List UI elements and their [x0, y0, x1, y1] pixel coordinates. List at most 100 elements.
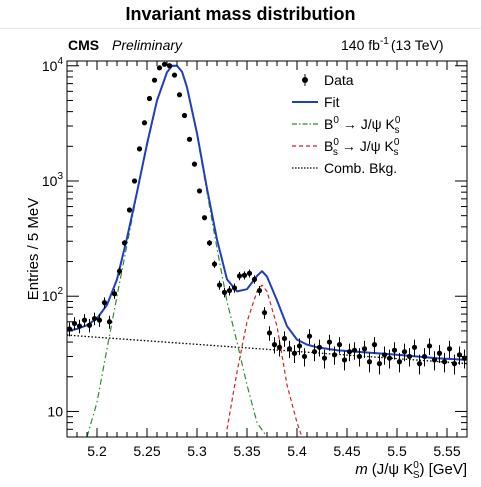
legend-label: Fit: [324, 94, 340, 110]
data-point: [301, 353, 308, 360]
data-point: [401, 349, 408, 355]
x-tick-label: 5.5: [387, 443, 407, 459]
x-tick-label: 5.45: [333, 443, 360, 459]
data-point: [67, 326, 73, 332]
data-point: [181, 112, 188, 119]
data-point: [196, 188, 203, 194]
data-point: [376, 361, 383, 367]
data-point: [426, 343, 433, 349]
data-point: [256, 287, 263, 294]
data-point: [116, 268, 123, 274]
data-point: [121, 240, 128, 246]
plot-frame: [66, 60, 468, 438]
data-point: [166, 63, 173, 69]
data-point: [176, 92, 183, 98]
data-point: [431, 357, 438, 363]
data-point: [361, 346, 368, 352]
data-point: [281, 335, 288, 342]
data-point: [81, 317, 88, 323]
data-point: [96, 317, 103, 323]
data-point: [151, 77, 158, 83]
data-point: [396, 359, 403, 365]
data-point: [331, 352, 338, 358]
data-point: [306, 333, 313, 339]
y-tick-label: 104: [42, 56, 64, 74]
luminosity-label: 140 fb-1 (13 TeV): [341, 36, 444, 53]
data-point: [106, 319, 113, 325]
data-point: [211, 261, 218, 267]
y-tick-label: 102: [42, 286, 64, 304]
data-point: [241, 272, 248, 278]
data-point: [436, 350, 443, 356]
data-point: [311, 349, 318, 355]
data-point: [381, 352, 388, 358]
data-point: [76, 323, 83, 329]
data-point: [316, 344, 323, 350]
data-point: [326, 339, 333, 345]
data-point: [456, 352, 463, 358]
data-point: [366, 359, 373, 365]
data-point: [156, 65, 163, 71]
data-point: [321, 355, 328, 361]
x-tick-label: 5.25: [133, 443, 160, 459]
data-point: [291, 350, 298, 356]
data-point: [146, 95, 153, 102]
comb-bkg-curve: [67, 334, 467, 365]
experiment-label: CMS: [68, 37, 99, 53]
legend-label: B0 → J/ψ K0 s: [324, 115, 401, 136]
data-point: [136, 146, 143, 152]
data-point: [336, 342, 343, 348]
data-point: [131, 178, 138, 184]
data-point: [226, 287, 233, 294]
data-point: [251, 276, 258, 282]
data-point: [236, 273, 243, 279]
x-tick-label: 5.35: [233, 443, 260, 459]
data-point: [71, 320, 78, 327]
data-point: [266, 330, 273, 336]
y-axis-label: Entries / 5 MeV: [25, 198, 42, 301]
y-tick-label: 103: [42, 171, 64, 189]
x-tick-label: 5.4: [287, 443, 307, 459]
data-point: [231, 285, 238, 291]
y-tick-label: 10: [47, 403, 63, 419]
data-point: [186, 136, 193, 142]
data-point: [91, 315, 98, 322]
data-point: [346, 349, 353, 355]
data-point: [161, 61, 168, 67]
data-point: [441, 359, 448, 365]
data-point: [451, 361, 458, 367]
data-point: [391, 347, 398, 353]
page-title: Invariant mass distribution: [125, 4, 356, 24]
status-label: Preliminary: [112, 37, 183, 53]
data-point: [276, 344, 283, 350]
data-point: [351, 347, 358, 353]
x-tick-label: 5.2: [87, 443, 107, 459]
data-point: [261, 310, 268, 316]
data-point: [86, 322, 93, 328]
data-point: [411, 344, 418, 350]
data-point: [446, 346, 453, 352]
legend-swatch-data: [302, 77, 308, 83]
data-point: [216, 282, 223, 288]
legend-label: B0 s → J/ψ K0 s: [324, 137, 400, 158]
x-tick-label: 5.3: [187, 443, 207, 459]
x-axis-label: m (J/ψ K0 S) [GeV]: [355, 460, 467, 481]
data-point: [201, 215, 208, 221]
data-point: [296, 343, 303, 349]
data-point: [101, 300, 108, 306]
data-point: [371, 342, 378, 348]
data-point: [246, 270, 253, 276]
title-divider: [0, 28, 481, 29]
data-point: [271, 342, 278, 348]
data-point: [221, 289, 228, 295]
data-point: [406, 353, 413, 360]
data-point: [191, 161, 198, 167]
data-point: [386, 355, 393, 361]
x-tick-label: 5.55: [433, 443, 460, 459]
data-point: [126, 207, 133, 213]
data-point: [171, 72, 178, 78]
data-point: [416, 361, 423, 367]
fit-curve: [67, 64, 467, 361]
legend-label: Data: [324, 72, 354, 88]
